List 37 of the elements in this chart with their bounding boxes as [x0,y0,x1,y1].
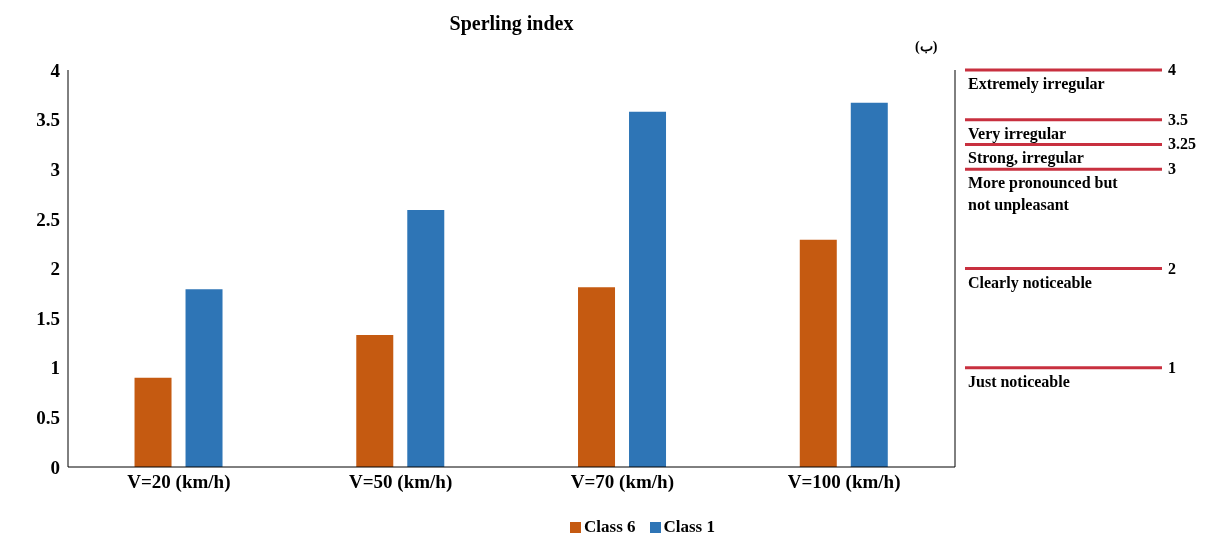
legend-label: Class 6 [584,517,636,537]
bar [578,287,616,467]
annotation: Extremely irregular [968,74,1106,95]
bar [356,335,394,467]
annotation: Very irregular [968,123,1068,145]
y-tick-label: 0.5 [36,407,60,429]
bar [629,111,667,467]
bar [134,377,172,467]
ref-line-label: 3.5 [1168,110,1188,128]
bar [850,102,888,467]
x-tick-label: V=20 (km/h) [127,471,231,494]
ref-line-label: 3 [1168,160,1176,178]
ref-line-label: 4 [1168,61,1176,78]
annotation: Strong, irregular [968,148,1085,169]
y-tick-label: 2.5 [36,208,60,230]
y-tick-label: 4 [50,59,61,81]
x-tick-label: V=70 (km/h) [570,471,674,494]
legend-label: Class 1 [663,517,715,537]
text: (ب) [915,38,938,55]
bar [185,289,223,467]
bar [799,239,837,467]
chart-title: Sperling index [448,12,575,35]
x-tick-label: V=100 (km/h) [787,471,901,494]
ref-line-label: 2 [1168,259,1176,277]
y-tick-label: 0 [50,456,60,478]
ref-line-label: 3.25 [1168,135,1196,153]
bar [407,209,445,467]
y-tick-label: 3.5 [36,109,60,131]
y-tick-label: 2 [50,258,60,280]
ref-line-label: 1 [1168,358,1176,376]
y-tick-label: 1 [50,357,60,379]
x-tick-label: V=50 (km/h) [349,471,453,494]
annotation: Clearly noticeable [968,272,1093,294]
y-tick-label: 3 [50,158,60,180]
y-tick-label: 1.5 [36,307,60,329]
annotation: Just noticeable [968,371,1071,392]
annotation: More pronounced but not unpleasant [968,173,1119,216]
